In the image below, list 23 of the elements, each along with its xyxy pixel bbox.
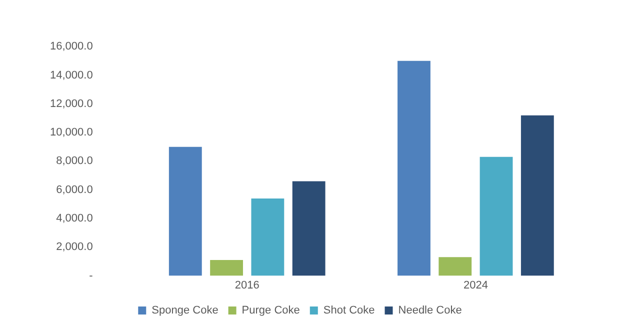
y-tick-label: 6,000.0 xyxy=(56,184,93,196)
y-tick-label: - xyxy=(89,270,94,282)
y-tick-label: 2,000.0 xyxy=(56,241,93,254)
y-tick-label: 12,000.0 xyxy=(50,98,93,110)
y-tick-label: 10,000.0 xyxy=(50,126,93,139)
y-tick-label: 14,000.0 xyxy=(50,69,93,82)
bar xyxy=(251,198,284,276)
bar xyxy=(292,181,326,276)
legend-label: Purge Coke xyxy=(242,304,300,317)
bar xyxy=(398,60,430,276)
bar xyxy=(520,115,554,276)
y-tick-label: 8,000.0 xyxy=(56,155,93,168)
y-tick-label: 16,000.0 xyxy=(50,40,93,53)
bar xyxy=(210,260,243,276)
y-tick-label: 4,000.0 xyxy=(56,212,93,225)
bar xyxy=(480,156,513,276)
bar xyxy=(168,146,202,276)
x-tick-label: 2016 xyxy=(234,279,260,292)
x-tick-label: 2024 xyxy=(463,279,488,292)
legend-label: Sponge Coke xyxy=(152,304,218,317)
legend-label: Shot Coke xyxy=(323,304,375,317)
bar xyxy=(438,257,472,276)
legend-label: Needle Coke xyxy=(398,304,462,317)
